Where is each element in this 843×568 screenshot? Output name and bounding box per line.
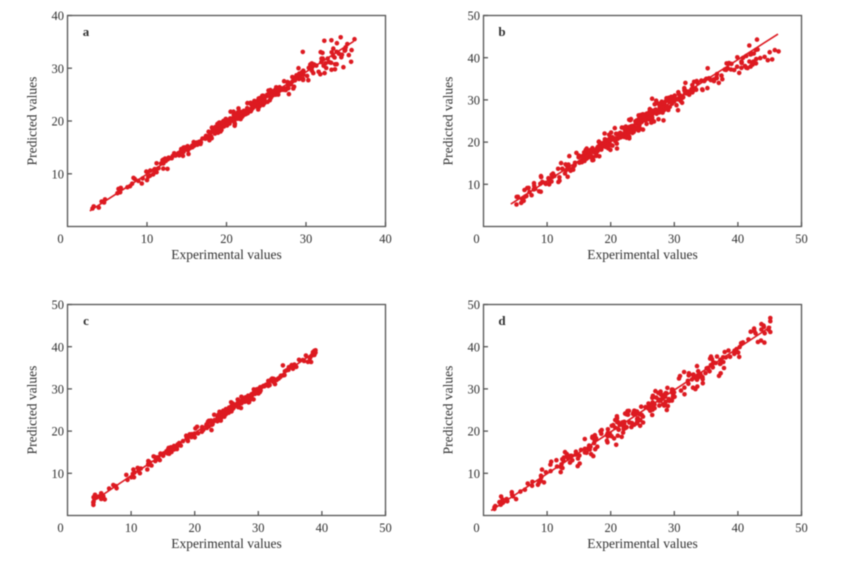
svg-text:0: 0 [57, 521, 63, 535]
svg-text:d: d [498, 313, 506, 328]
svg-text:30: 30 [52, 62, 65, 76]
svg-text:Experimental values: Experimental values [587, 247, 698, 262]
svg-text:40: 40 [316, 521, 329, 535]
svg-text:c: c [83, 313, 89, 328]
svg-text:20: 20 [220, 232, 233, 246]
svg-text:40: 40 [468, 340, 481, 354]
svg-text:30: 30 [668, 232, 681, 246]
svg-text:20: 20 [52, 115, 65, 129]
svg-text:20: 20 [604, 521, 617, 535]
svg-text:10: 10 [141, 232, 154, 246]
svg-text:50: 50 [468, 9, 481, 23]
svg-text:Experimental values: Experimental values [587, 536, 698, 551]
svg-text:0: 0 [57, 232, 63, 246]
svg-text:40: 40 [379, 232, 392, 246]
svg-text:b: b [498, 24, 505, 39]
svg-text:50: 50 [52, 298, 65, 312]
svg-text:20: 20 [52, 425, 65, 439]
svg-text:50: 50 [795, 232, 808, 246]
svg-text:50: 50 [468, 298, 481, 312]
svg-text:30: 30 [300, 232, 313, 246]
svg-text:20: 20 [604, 232, 617, 246]
svg-text:Predicted values: Predicted values [25, 77, 40, 166]
svg-text:a: a [83, 24, 90, 39]
svg-text:30: 30 [668, 521, 681, 535]
svg-text:30: 30 [468, 383, 481, 397]
svg-text:30: 30 [252, 521, 265, 535]
svg-text:30: 30 [468, 94, 481, 108]
svg-text:Predicted values: Predicted values [441, 366, 456, 455]
svg-text:50: 50 [379, 521, 392, 535]
svg-text:10: 10 [52, 167, 65, 181]
svg-text:20: 20 [468, 425, 481, 439]
svg-text:40: 40 [52, 340, 65, 354]
svg-text:Predicted values: Predicted values [441, 77, 456, 166]
svg-text:40: 40 [468, 51, 481, 65]
svg-text:40: 40 [732, 521, 745, 535]
svg-text:10: 10 [468, 178, 481, 192]
svg-text:20: 20 [468, 136, 481, 150]
svg-text:0: 0 [473, 521, 479, 535]
svg-text:20: 20 [188, 521, 201, 535]
svg-text:50: 50 [795, 521, 808, 535]
svg-text:10: 10 [468, 467, 481, 481]
svg-text:30: 30 [52, 383, 65, 397]
svg-text:40: 40 [732, 232, 745, 246]
svg-text:0: 0 [473, 232, 479, 246]
svg-text:10: 10 [541, 521, 554, 535]
svg-text:10: 10 [52, 467, 65, 481]
svg-text:Predicted values: Predicted values [25, 366, 40, 455]
svg-text:Experimental values: Experimental values [171, 247, 282, 262]
svg-text:10: 10 [541, 232, 554, 246]
svg-text:40: 40 [52, 9, 65, 23]
svg-text:10: 10 [125, 521, 138, 535]
svg-text:Experimental values: Experimental values [171, 536, 282, 551]
